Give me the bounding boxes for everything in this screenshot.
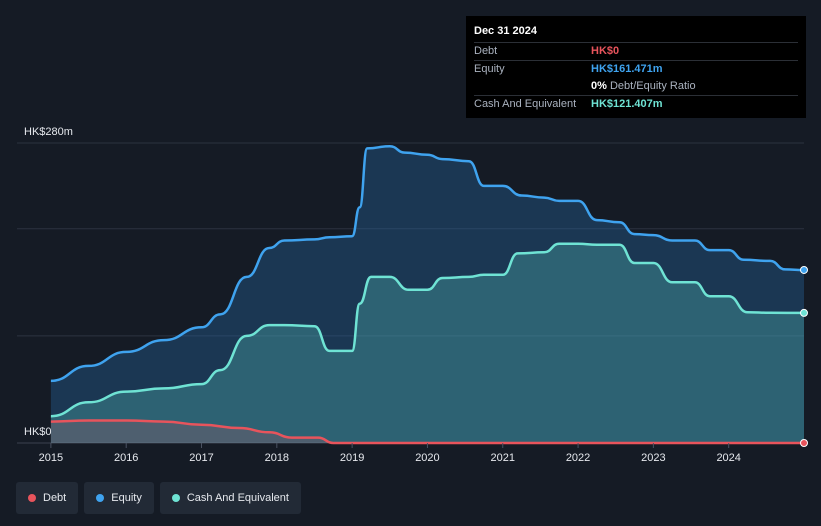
x-tick-label: 2023 bbox=[641, 452, 665, 464]
tooltip-value: HK$121.407m bbox=[591, 98, 663, 110]
tooltip-ratio-suffix: Debt/Equity Ratio bbox=[609, 80, 696, 92]
y-tick-label-bottom: HK$0 bbox=[24, 426, 52, 438]
series-areas bbox=[50, 146, 804, 443]
legend-label: Cash And Equivalent bbox=[186, 492, 289, 504]
tooltip-date: Dec 31 2024 bbox=[474, 25, 537, 37]
equity-area bbox=[50, 146, 804, 443]
legend-label: Equity bbox=[111, 492, 142, 504]
x-tick-label: 2018 bbox=[265, 452, 289, 464]
tooltip-label: Equity bbox=[474, 63, 505, 75]
cash-and-equivalent-area bbox=[50, 243, 804, 443]
tooltip-value: HK$0 bbox=[591, 45, 620, 57]
legend-dot-icon bbox=[96, 494, 105, 502]
equity-line bbox=[50, 144, 805, 383]
tooltip-row-debt: Debt HK$0 bbox=[474, 42, 798, 60]
legend-item-equity[interactable]: Equity bbox=[84, 482, 154, 514]
x-tick-label: 2020 bbox=[415, 452, 439, 464]
x-axis-ticks: 2015 2016 2017 2018 2019 2020 2021 2022 2023 2024 bbox=[39, 443, 741, 464]
tooltip-value: HK$161.471m bbox=[591, 63, 663, 75]
cash-and-equivalent-line bbox=[50, 242, 805, 418]
tooltip-row-equity: Equity HK$161.471m bbox=[474, 60, 798, 78]
debt-line bbox=[50, 419, 804, 445]
legend-item-cash[interactable]: Cash And Equivalent bbox=[159, 482, 301, 514]
debt-area bbox=[50, 420, 804, 443]
tooltip-row-ratio: 0% Debt/Equity Ratio bbox=[474, 78, 798, 95]
series-lines bbox=[50, 144, 805, 445]
x-tick-label: 2022 bbox=[566, 452, 590, 464]
x-tick-label: 2016 bbox=[114, 452, 138, 464]
cash-and-equivalent-endpoint[interactable] bbox=[800, 308, 808, 317]
x-tick-label: 2017 bbox=[189, 452, 213, 464]
x-tick-label: 2021 bbox=[491, 452, 515, 464]
legend-dot-icon bbox=[171, 494, 180, 502]
legend-label: Debt bbox=[43, 492, 67, 504]
legend: Debt Equity Cash And Equivalent bbox=[16, 482, 301, 514]
tooltip-ratio: 0% Debt/Equity Ratio bbox=[591, 78, 696, 95]
x-tick-label: 2015 bbox=[39, 452, 63, 464]
tooltip-label: Cash And Equivalent bbox=[474, 98, 577, 110]
x-tick-label: 2024 bbox=[716, 452, 740, 464]
equity-endpoint[interactable] bbox=[800, 265, 808, 274]
series-endpoints bbox=[800, 265, 808, 447]
x-tick-label: 2019 bbox=[340, 452, 364, 464]
tooltip-label: Debt bbox=[474, 45, 498, 57]
legend-dot-icon bbox=[28, 494, 36, 502]
tooltip-panel: Dec 31 2024 Debt HK$0 Equity HK$161.471m… bbox=[466, 16, 806, 118]
tooltip-label bbox=[474, 78, 591, 95]
debt-endpoint[interactable] bbox=[800, 439, 808, 447]
y-tick-label-top: HK$280m bbox=[24, 126, 73, 138]
tooltip-value: 0% bbox=[591, 80, 607, 92]
legend-item-debt[interactable]: Debt bbox=[16, 482, 79, 514]
tooltip-row-cash: Cash And Equivalent HK$121.407m bbox=[474, 95, 798, 113]
